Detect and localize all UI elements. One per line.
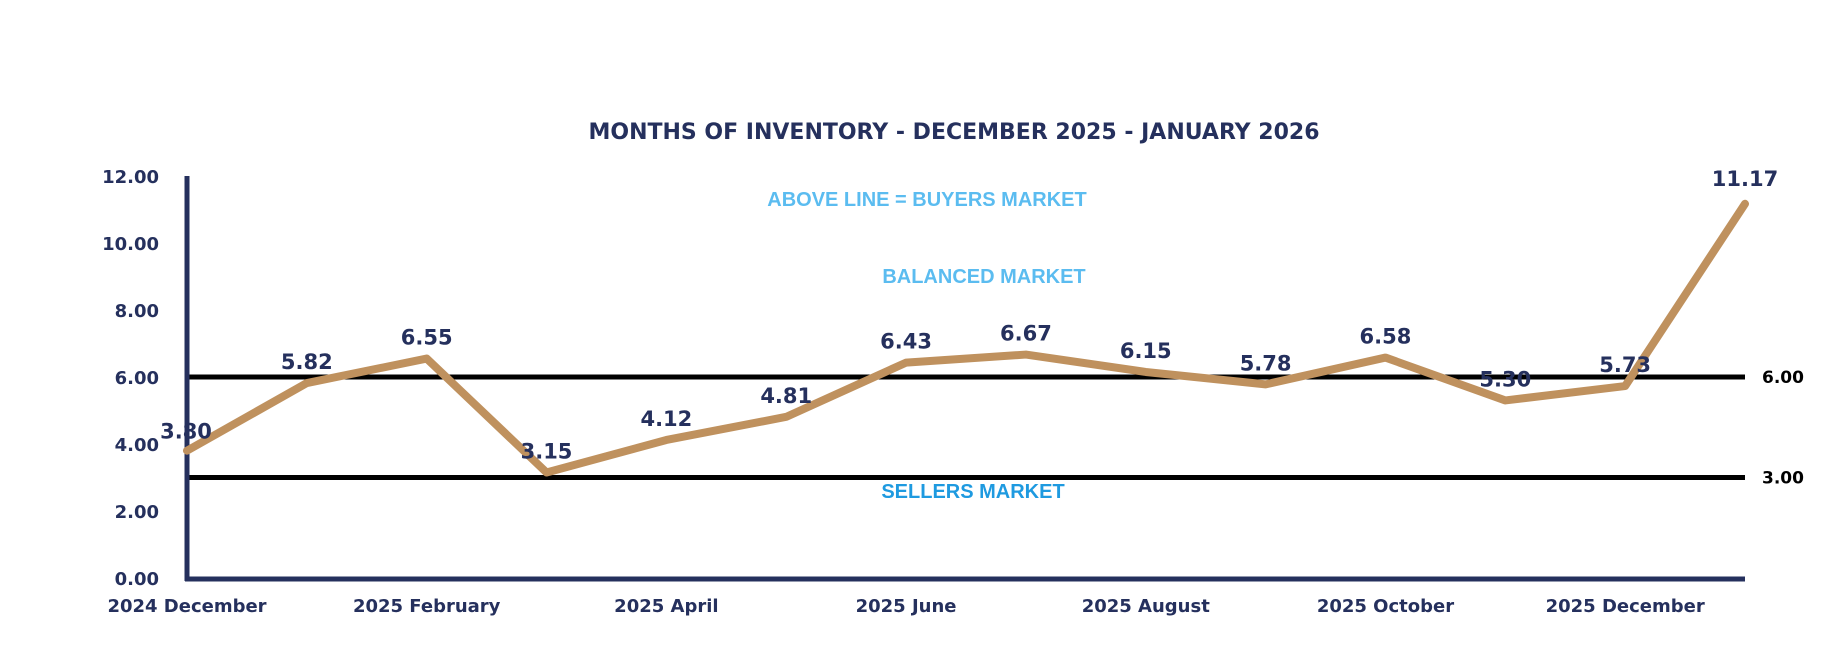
data-point [303, 380, 310, 387]
x-tick-label: 2025 December [1546, 596, 1705, 617]
data-label: 5.73 [1599, 353, 1651, 377]
data-label: 3.80 [160, 420, 212, 444]
data-point [1142, 368, 1149, 375]
data-label: 4.81 [760, 384, 812, 408]
series-layer [183, 199, 1749, 477]
y-tick-label: 12.00 [102, 167, 159, 188]
y-axis-ticks: 0.00 2.00 4.00 6.00 8.00 10.00 12.00 [102, 167, 159, 590]
data-label: 6.58 [1360, 325, 1412, 349]
x-axis-ticks: 2024 December 2025 February 2025 April 2025… [107, 596, 1704, 617]
data-label: 5.82 [281, 350, 333, 374]
data-point [663, 436, 670, 443]
data-label: 4.12 [640, 407, 692, 431]
reference-line-label: 6.00 [1762, 368, 1804, 388]
chart-title: MONTHS OF INVENTORY - DECEMBER 2025 - JA… [588, 120, 1319, 145]
x-tick-label: 2025 June [856, 596, 957, 617]
data-label: 5.78 [1240, 351, 1292, 375]
data-point [783, 413, 790, 420]
axes [184, 176, 1745, 582]
zone-label: ABOVE LINE = BUYERS MARKET [767, 189, 1086, 211]
zone-label: BALANCED MARKET [882, 266, 1085, 288]
reference-line-label: 3.00 [1762, 469, 1804, 489]
zone-label: SELLERS MARKET [881, 481, 1064, 503]
data-point [1622, 383, 1629, 390]
data-label: 5.30 [1479, 367, 1531, 391]
data-label: 3.15 [521, 439, 573, 463]
x-tick-label: 2025 February [353, 596, 501, 617]
data-point [543, 469, 550, 476]
y-tick-label: 6.00 [115, 368, 159, 389]
data-label: 11.17 [1712, 167, 1778, 191]
series-line [183, 199, 1749, 477]
data-label: 6.43 [880, 330, 932, 354]
y-tick-label: 10.00 [102, 234, 159, 255]
y-tick-label: 8.00 [115, 301, 159, 322]
data-point [184, 447, 190, 454]
x-tick-label: 2025 April [614, 596, 718, 617]
data-point [1742, 200, 1748, 207]
data-point [1022, 351, 1029, 358]
data-point [1502, 397, 1509, 404]
data-point [1262, 381, 1269, 388]
zone-labels: ABOVE LINE = BUYERS MARKET BALANCED MARKE… [767, 189, 1086, 503]
x-tick-label: 2024 December [107, 596, 266, 617]
y-tick-label: 0.00 [115, 569, 159, 590]
x-tick-label: 2025 October [1317, 596, 1454, 617]
data-point [1382, 354, 1389, 361]
data-label: 6.15 [1120, 339, 1172, 363]
reference-lines: 6.00 3.00 [187, 368, 1804, 489]
y-tick-label: 4.00 [115, 435, 159, 456]
data-label: 6.55 [401, 326, 453, 350]
data-labels: 3.80 5.82 6.55 3.15 4.12 4.81 6.43 6.67 6.15 5.78… [160, 167, 1778, 464]
data-label: 6.67 [1000, 322, 1052, 346]
y-tick-label: 2.00 [115, 502, 159, 523]
data-point [423, 355, 430, 362]
data-point [903, 359, 910, 366]
x-tick-label: 2025 August [1082, 596, 1211, 617]
